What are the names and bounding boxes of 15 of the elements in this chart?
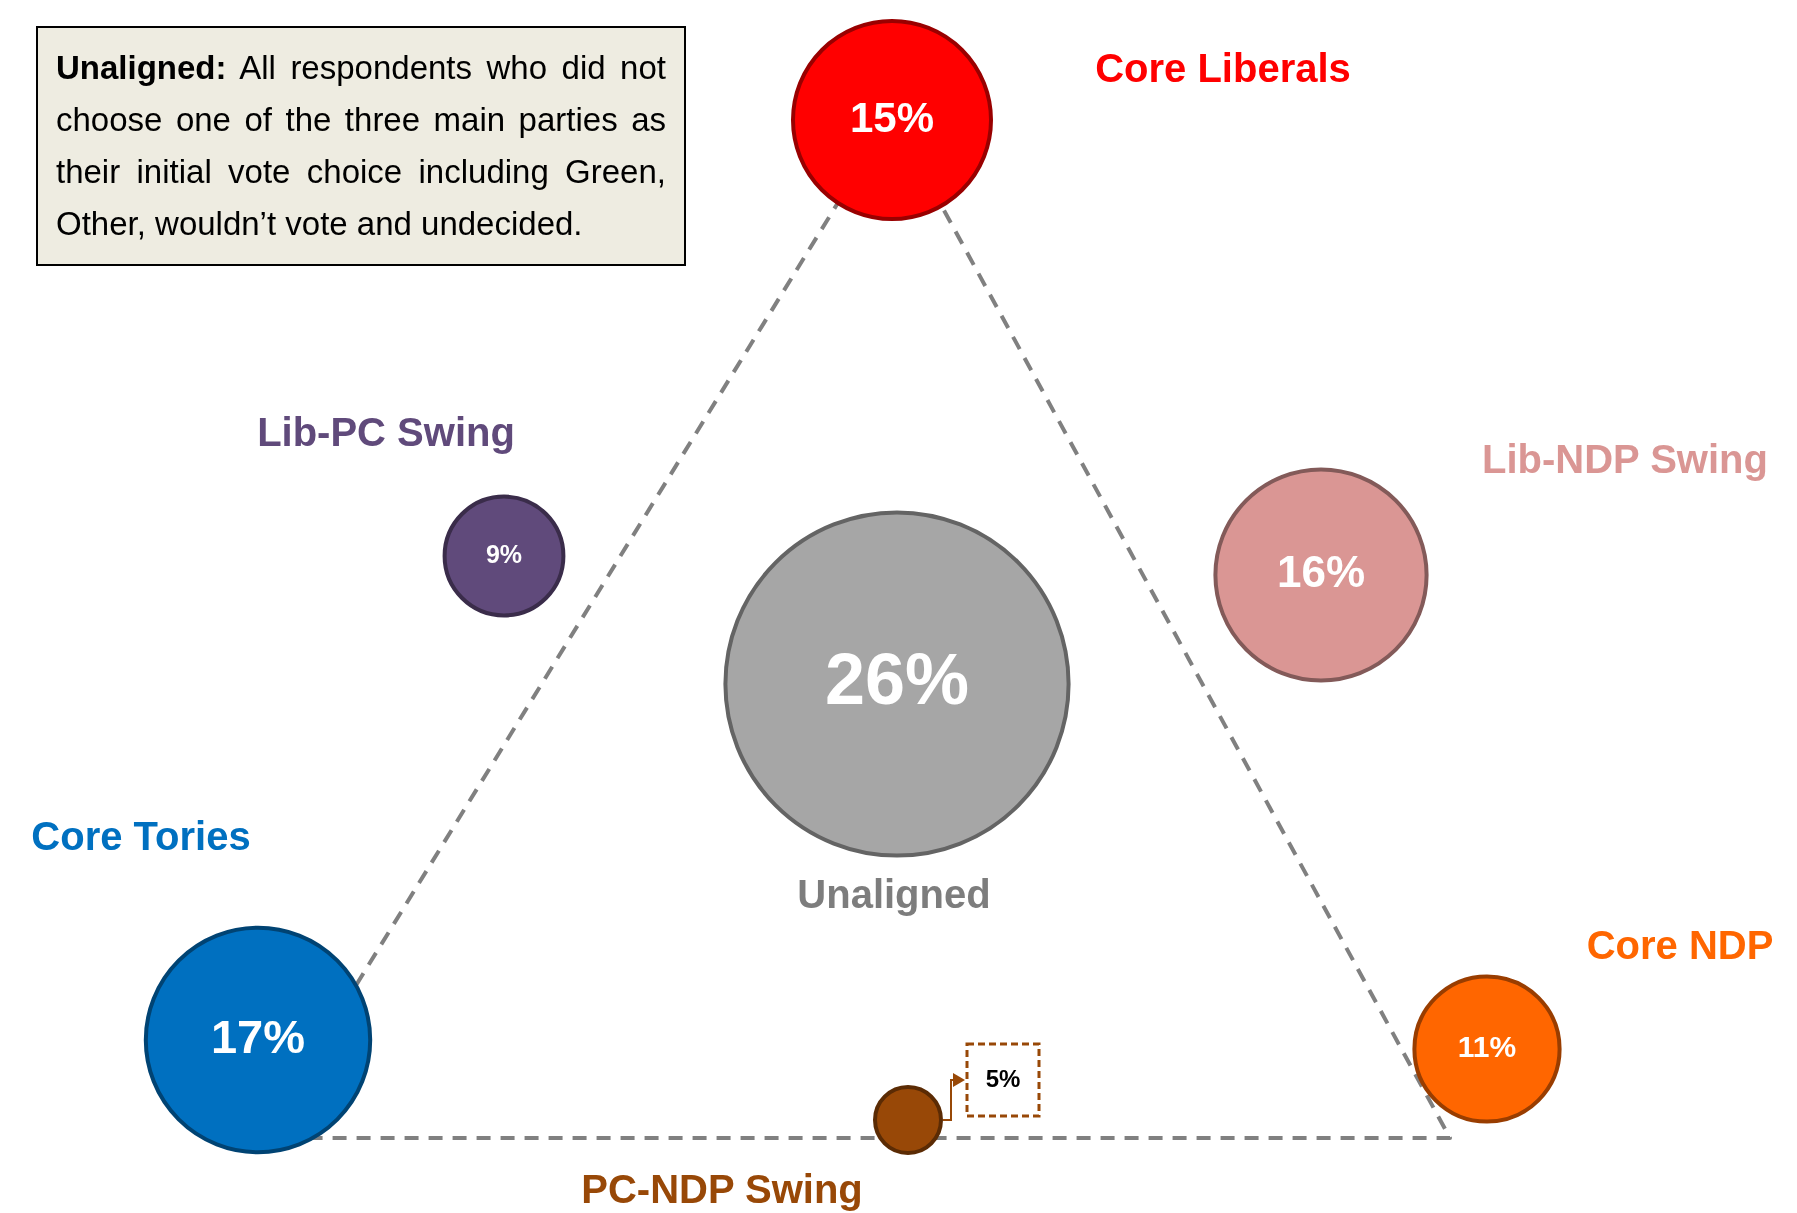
category-label: Unaligned bbox=[797, 872, 991, 917]
category-label: Lib-NDP Swing bbox=[1482, 437, 1768, 482]
category-label: Core NDP bbox=[1586, 923, 1774, 968]
data-label: 5% bbox=[985, 1064, 1021, 1092]
data-label: 16% bbox=[1276, 547, 1366, 597]
category-label: PC-NDP Swing bbox=[581, 1167, 863, 1212]
data-label: 11% bbox=[1457, 1030, 1517, 1064]
data-label: 9% bbox=[485, 539, 523, 568]
data-label: 15% bbox=[849, 93, 935, 141]
data-label: 26% bbox=[824, 638, 970, 719]
category-label: Core Tories bbox=[31, 814, 251, 859]
data-label: 17% bbox=[210, 1009, 306, 1063]
category-label: Core Liberals bbox=[1095, 46, 1351, 91]
text: Unaligned: All respondents who did not choose one of the three main parties as their initial vote choice including Green, Other, wouldn’t vote and undecided. bbox=[56, 49, 666, 242]
category-label: Lib-PC Swing bbox=[257, 410, 515, 455]
